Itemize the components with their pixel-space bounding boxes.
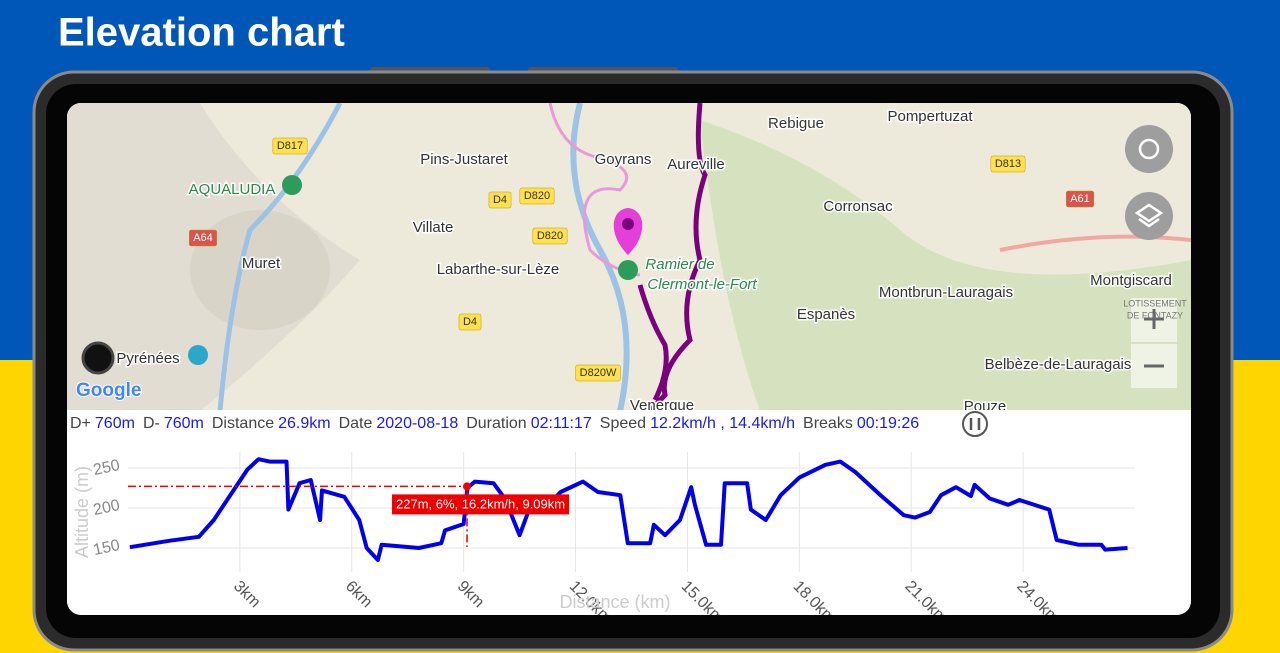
- pause-button[interactable]: [962, 411, 988, 437]
- place-label: Aureville: [667, 156, 725, 173]
- road-shield: [532, 227, 568, 245]
- stat-value: 12.2km/h , 14.4km/h: [650, 415, 795, 432]
- map-route: [637, 284, 669, 402]
- stat-value: 2020-08-18: [376, 415, 458, 432]
- x-axis-title: Distance (km): [559, 592, 670, 612]
- road-shield: [575, 364, 621, 382]
- stat-value: 26.9km: [278, 415, 330, 432]
- map-pin[interactable]: [613, 208, 643, 255]
- stat-value: 00:19:26: [857, 415, 919, 432]
- stat-value: 02:11:17: [531, 415, 592, 432]
- place-label: Pins-Justaret: [420, 151, 508, 168]
- camera-hole: [81, 341, 115, 375]
- zoom-in-icon: [1144, 309, 1164, 329]
- map-route: [648, 103, 708, 413]
- place-label: Muret: [242, 255, 281, 272]
- place-label: Labarthe-sur-Lèze: [437, 261, 560, 278]
- stat-label: D-: [143, 415, 160, 432]
- cursor-annotation: 227m, 6%, 16.2km/h, 9.09km: [396, 496, 565, 511]
- place-label: Corronsac: [823, 198, 893, 215]
- map-attribution: Google: [76, 380, 141, 401]
- road-label: A61: [1070, 193, 1090, 205]
- road-label: D820: [537, 230, 563, 242]
- place-label: AQUALUDIA: [189, 181, 276, 198]
- stat-label: Duration: [466, 415, 526, 432]
- map-pin-dot: [622, 218, 634, 230]
- place-label: DE FONTAZY: [1127, 310, 1183, 320]
- stat-label: Speed: [600, 415, 646, 432]
- map-track: [548, 103, 641, 277]
- place-label: Rebigue: [768, 115, 824, 132]
- stat-label: Breaks: [803, 415, 853, 432]
- cursor-point: [463, 482, 472, 491]
- y-axis-title: Altitude (m): [72, 466, 92, 558]
- map-river: [570, 103, 630, 412]
- road-shield: [188, 229, 218, 247]
- road-shield: [990, 155, 1026, 173]
- stat-value: 760m: [95, 415, 135, 432]
- map-road: [999, 234, 1191, 252]
- place-label: Pyrénées: [116, 350, 179, 367]
- place-label: Espanès: [797, 306, 855, 323]
- y-tick-label: 150: [92, 537, 122, 559]
- place-label: Goyrans: [595, 151, 652, 168]
- layers-icon: [1134, 203, 1164, 228]
- layers-button[interactable]: [1125, 192, 1173, 240]
- road-label: D4: [493, 194, 507, 206]
- poi-marker[interactable]: [282, 175, 302, 195]
- map-river: [217, 103, 343, 412]
- road-label: D813: [995, 158, 1021, 170]
- place-label: Villate: [413, 219, 454, 236]
- place-label: Montgiscard: [1090, 272, 1172, 289]
- place-label: Montbrun-Lauragais: [879, 284, 1013, 301]
- page-title: Elevation chart: [58, 11, 345, 55]
- place-label: Pompertuzat: [887, 108, 973, 125]
- road-label: D4: [463, 316, 477, 328]
- cursor-annotation-box: [392, 494, 570, 515]
- elevation-line: [129, 457, 1128, 562]
- map-terrain: [700, 120, 1191, 411]
- place-label: Belbèze-de-Lauragais: [985, 356, 1132, 373]
- stat-label: Date: [339, 415, 373, 432]
- locate-button[interactable]: [1125, 125, 1173, 173]
- place-label: Clermont-le-Fort: [647, 276, 757, 293]
- map[interactable]: Rebigue Pompertuzat Pins-Justaret Goyrans Au…: [67, 103, 1191, 416]
- map-urban: [190, 210, 330, 330]
- road-shield: [272, 137, 308, 155]
- road-label: A64: [193, 232, 213, 244]
- road-label: D817: [277, 140, 303, 152]
- road-shield: [458, 313, 482, 331]
- road-shield: [488, 191, 512, 209]
- road-label: D820W: [580, 367, 617, 379]
- road-shield: [1065, 190, 1095, 208]
- locate-icon: [1138, 138, 1160, 160]
- place-label: Ramier de: [645, 256, 714, 273]
- road-shield: [519, 187, 555, 205]
- app-screen: Rebigue Pompertuzat Pins-Justaret Goyrans Au…: [67, 103, 1191, 615]
- road-label: D820: [524, 190, 550, 202]
- pause-icon: [969, 418, 981, 430]
- stat-label: D+: [70, 415, 91, 432]
- poi-marker[interactable]: [618, 260, 638, 280]
- stat-label: Distance: [212, 415, 274, 432]
- place-label: LOTISSEMENT: [1123, 298, 1187, 308]
- y-tick-label: 250: [92, 457, 122, 479]
- y-tick-label: 200: [92, 497, 122, 519]
- stats-and-chart-panel: [67, 410, 1191, 615]
- stat-value: 760m: [164, 415, 204, 432]
- poi-marker[interactable]: [188, 345, 208, 365]
